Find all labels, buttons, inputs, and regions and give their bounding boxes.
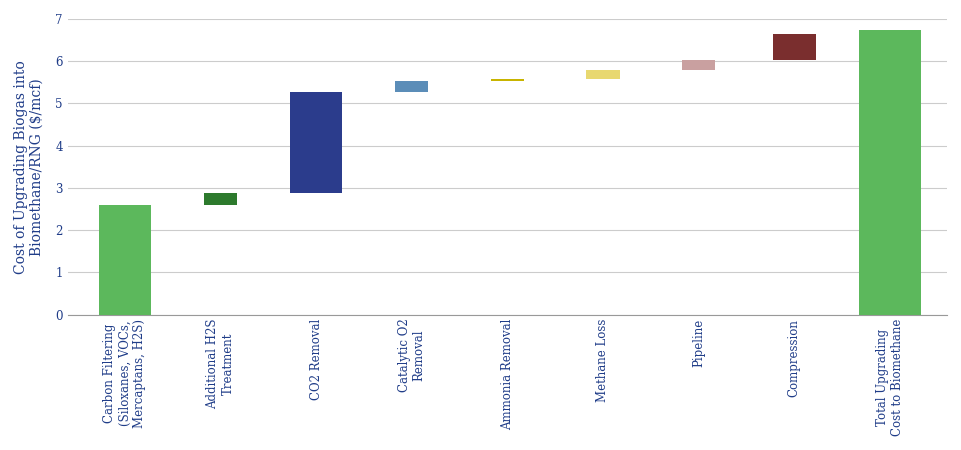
Bar (491, 79, 524, 81)
Bar (586, 70, 620, 79)
Bar (395, 81, 429, 92)
Bar (859, 30, 921, 315)
Bar (204, 193, 237, 205)
Bar (681, 60, 715, 70)
Bar (290, 92, 342, 193)
Bar (773, 34, 816, 60)
Bar (99, 205, 151, 315)
Y-axis label: Cost of Upgrading Biogas into
Biomethane/RNG ($/mcf): Cost of Upgrading Biogas into Biomethane… (13, 60, 44, 274)
